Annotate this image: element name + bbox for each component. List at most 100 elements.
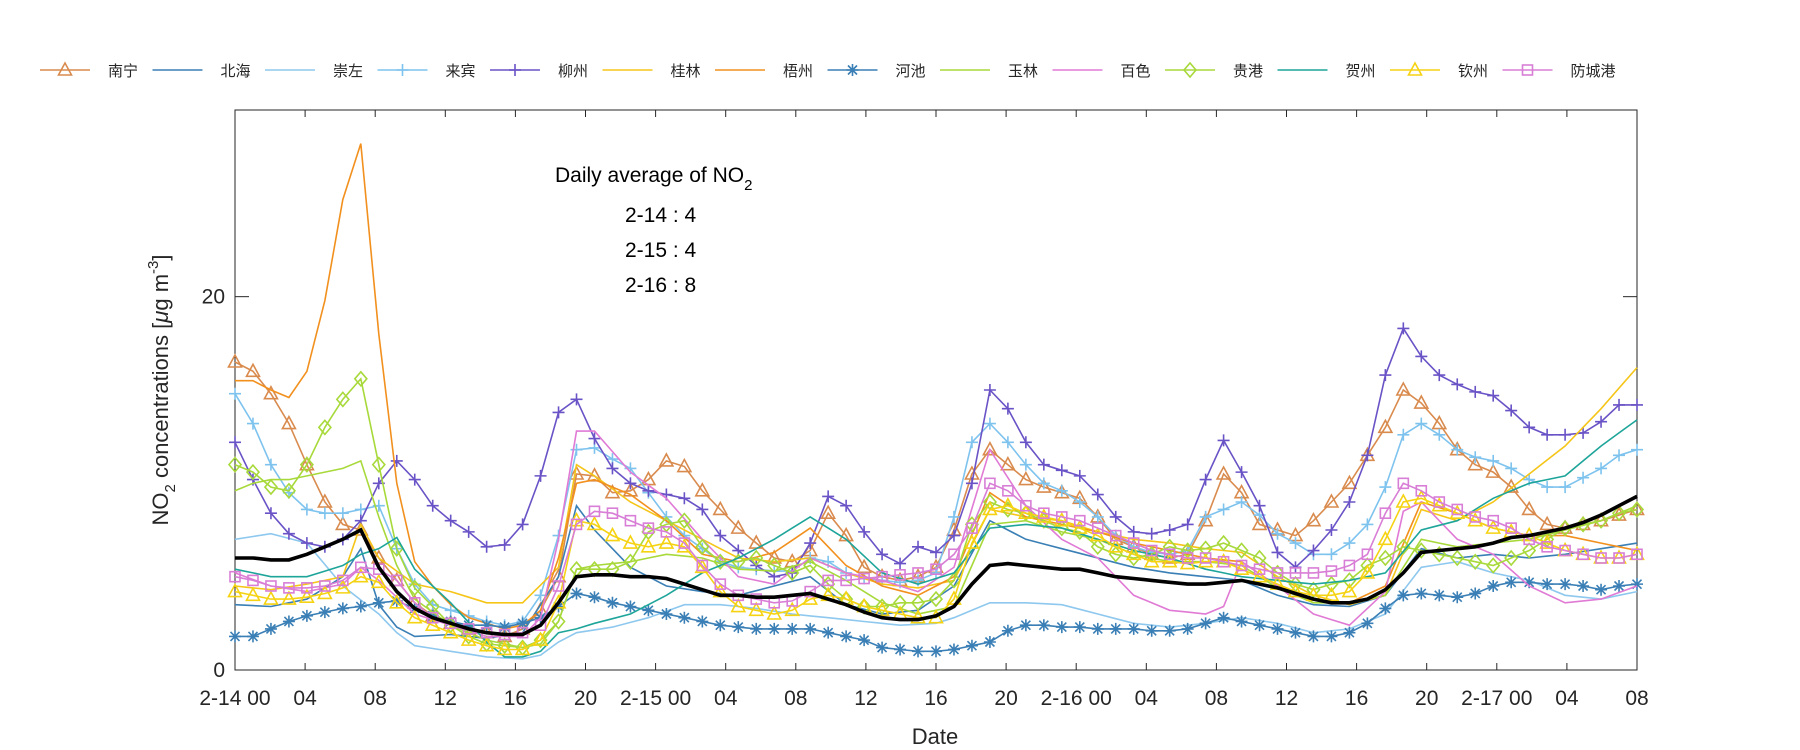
series-point: [642, 604, 655, 617]
series-5: [229, 322, 1643, 583]
series-point: [947, 529, 960, 542]
series-point: [336, 602, 349, 615]
series-point: [1091, 488, 1104, 501]
series-point: [229, 630, 241, 643]
x-tick-label: 20: [574, 687, 597, 710]
series-point: [694, 558, 711, 574]
series-point: [406, 609, 423, 624]
series-point: [390, 454, 403, 467]
series-point: [1091, 622, 1104, 635]
series-point: [1505, 404, 1518, 417]
series-point: [786, 622, 799, 635]
legend-item: 桂林: [602, 63, 701, 80]
x-tick-label: 04: [714, 687, 738, 710]
axes: 2-14 00 04 08 12 16 20 2-15 00 04 08 12 16 20 2-16 0…: [199, 110, 1649, 710]
series-point: [568, 465, 585, 480]
series-point: [1181, 622, 1194, 635]
y-axis-title: NO2 concentrations [μg m-3]: [145, 255, 179, 526]
x-tick-label: 08: [784, 687, 807, 710]
series-point: [282, 527, 295, 540]
series-point: [1451, 503, 1464, 516]
series-point: [1145, 544, 1158, 557]
series-point: [1143, 553, 1160, 568]
series-point: [1036, 508, 1052, 523]
series-point: [299, 455, 315, 471]
series-point: [245, 586, 261, 602]
series-point: [588, 591, 601, 604]
x-tick-label: 16: [504, 687, 527, 710]
series-point: [300, 537, 313, 550]
series-point: [803, 557, 818, 574]
legend-item: 玉林: [940, 63, 1038, 80]
series-point: [586, 467, 603, 482]
legend-label: 北海: [221, 63, 251, 80]
series-point: [1251, 515, 1268, 531]
series-point: [1629, 501, 1645, 518]
series-point: [1019, 619, 1032, 632]
series-point: [1342, 572, 1357, 589]
series-point: [552, 580, 565, 592]
series-point: [1199, 473, 1212, 486]
legend-item: 北海: [152, 63, 251, 80]
series-point: [804, 537, 817, 550]
series-point: [283, 582, 295, 594]
series-point: [1559, 428, 1572, 441]
series-point: [1341, 474, 1358, 490]
series-point: [1251, 567, 1268, 583]
series-point: [1343, 496, 1356, 508]
series-point: [372, 596, 385, 609]
series-point: [300, 609, 313, 622]
series-point: [660, 608, 673, 620]
series-point: [1216, 534, 1231, 552]
series-point: [1289, 626, 1302, 639]
series-point: [390, 574, 403, 587]
legend-label: 梧州: [783, 63, 813, 80]
x-tick-label: 12: [434, 687, 457, 710]
legend-item: 柳州: [490, 63, 588, 80]
legend-item: 梧州: [715, 63, 813, 80]
series-point: [1235, 559, 1248, 572]
x-tick-label: 04: [1135, 687, 1159, 710]
series-point: [1019, 458, 1032, 471]
series-point: [1161, 553, 1178, 568]
series-point: [1127, 537, 1140, 549]
series-point: [821, 575, 836, 593]
series-point: [335, 579, 351, 594]
x-tick-label: 20: [1415, 687, 1438, 710]
series-point: [965, 477, 978, 490]
series-point: [1631, 443, 1643, 456]
series-point: [1253, 563, 1266, 576]
legend-label: 贺州: [1346, 63, 1376, 80]
legend-item: 崇左: [265, 63, 363, 80]
series-point: [1271, 567, 1284, 579]
series-line: [234, 430, 1638, 638]
series-point: [714, 619, 727, 632]
series-point: [317, 419, 332, 436]
series-point: [840, 499, 853, 512]
series-point: [1073, 469, 1086, 482]
series-point: [964, 534, 980, 549]
y-tick-label: 0: [213, 659, 225, 682]
x-tick-label: 2-17 00: [1461, 687, 1532, 710]
series-10: [234, 430, 1638, 638]
series-point: [1361, 518, 1374, 531]
series-point: [229, 436, 241, 449]
series-point: [570, 518, 583, 531]
series-point: [1233, 560, 1250, 576]
series-point: [570, 393, 583, 406]
x-tick-label: 16: [924, 687, 947, 710]
series-point: [1109, 529, 1122, 542]
legend-label: 来宾: [446, 63, 476, 80]
series-point: [1018, 470, 1034, 486]
series-point: [462, 525, 475, 538]
series-point: [263, 590, 279, 605]
series-point: [1305, 511, 1322, 527]
series-point: [444, 514, 457, 527]
series-point: [354, 600, 367, 613]
series-point: [804, 585, 816, 598]
series-point: [497, 637, 512, 654]
series-point: [1451, 378, 1464, 391]
series-point: [1090, 538, 1105, 556]
series-point: [317, 584, 333, 600]
legend-label: 柳州: [558, 63, 588, 80]
